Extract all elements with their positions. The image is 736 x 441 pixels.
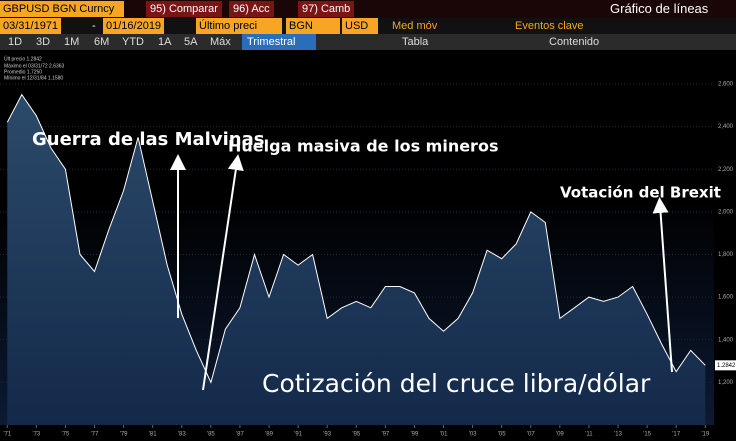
y-tick-label: 1,600 [718, 295, 734, 301]
range-button[interactable]: 1A [158, 36, 172, 48]
legend-stat: Máximo el 03/31/72 2.6363 [4, 63, 65, 69]
annotation: Huelga masiva de los mineros [228, 137, 498, 156]
x-tick-label: '77 [91, 432, 99, 438]
price-line [6, 93, 706, 384]
x-tick-label: '09 [556, 432, 564, 438]
chart-kind: Gráfico de líneas [610, 1, 709, 16]
x-tick-label: '17 [672, 432, 680, 438]
x-tick-label: '15 [643, 432, 651, 438]
y-tick-label: 2,200 [718, 167, 734, 173]
range-button[interactable]: YTD [122, 36, 144, 48]
y-tick-label: 2,600 [718, 82, 734, 88]
annotation-arrow [652, 197, 673, 373]
period[interactable]: Trimestral [242, 34, 316, 50]
source[interactable]: BGN [286, 18, 340, 34]
x-tick-label: '91 [294, 432, 302, 438]
legend-stat: Mínimo el 12/31/84 1.1580 [4, 75, 63, 81]
moving-avg[interactable]: Med móv [392, 20, 438, 32]
range-button[interactable]: 1M [64, 36, 80, 48]
x-tick-label: '93 [323, 432, 331, 438]
legend-entry: Últ precio 1.2842 [4, 55, 42, 62]
chart: 1,200 1,400 1,600 1,800 2,000 2,200 2,400 2,600… [0, 50, 736, 438]
compare-button[interactable]: 95) Comparar [146, 1, 222, 17]
annotation: Guerra de las Malvinas [32, 129, 264, 150]
content-button[interactable]: Contenido [549, 36, 600, 48]
change-button[interactable]: 97) Camb [298, 1, 355, 17]
x-tick-label: '05 [498, 432, 506, 438]
field[interactable]: Último preci [196, 18, 282, 34]
range-button[interactable]: 6M [94, 36, 110, 48]
x-tick-label: '97 [381, 432, 389, 438]
x-tick-label: '87 [236, 432, 244, 438]
y-tick-label: 2,000 [718, 209, 734, 215]
x-tick-label: '85 [207, 432, 215, 438]
x-tick-label: '03 [469, 432, 477, 438]
last-price-tag [715, 360, 736, 371]
annotation: Cotización del cruce libra/dólar [262, 369, 651, 398]
end-date[interactable]: 01/16/2019 [103, 18, 165, 34]
x-tick-label: '11 [585, 432, 593, 438]
y-tick-label: 1,800 [718, 252, 734, 258]
actions-button[interactable]: 96) Acc [229, 1, 274, 17]
key-events[interactable]: Eventos clave [515, 20, 584, 32]
y-tick-label: 1,400 [718, 337, 734, 343]
y-tick-label: 2,400 [718, 124, 734, 130]
x-tick-label: '89 [265, 432, 273, 438]
range-button[interactable]: Máx [210, 36, 231, 48]
toolbar-row3 [0, 34, 736, 50]
last-price: 1.2842 [717, 363, 736, 369]
currency[interactable]: USD [342, 18, 378, 34]
x-tick-label: '01 [440, 432, 448, 438]
x-tick-label: '99 [411, 432, 419, 438]
area-fill [7, 94, 706, 425]
table-button[interactable]: Tabla [402, 36, 429, 48]
date-dash: - [92, 20, 96, 32]
y-tick-label: 1,200 [718, 380, 734, 386]
range-button[interactable]: 3D [36, 36, 51, 48]
x-tick-label: '19 [701, 432, 709, 438]
x-tick-label: '79 [120, 432, 128, 438]
x-tick-label: '73 [32, 432, 40, 438]
x-tick-label: '07 [527, 432, 535, 438]
start-date[interactable]: 03/31/1971 [0, 18, 62, 34]
legend-stat: Promedio 1.7250 [4, 69, 42, 75]
x-tick-label: '83 [178, 432, 186, 438]
annotation: Votación del Brexit [560, 184, 721, 202]
x-tick-label: '13 [614, 432, 622, 438]
ticker[interactable]: GBPUSD BGN Curncy [0, 1, 124, 17]
x-tick-label: '81 [149, 432, 157, 438]
x-tick-label: '75 [62, 432, 70, 438]
range-button[interactable]: 5A [184, 36, 198, 48]
x-tick-label: '71 [3, 432, 11, 438]
range-button[interactable]: 1D [8, 36, 23, 48]
x-tick-label: '95 [352, 432, 360, 438]
annotation-arrow [202, 154, 244, 391]
